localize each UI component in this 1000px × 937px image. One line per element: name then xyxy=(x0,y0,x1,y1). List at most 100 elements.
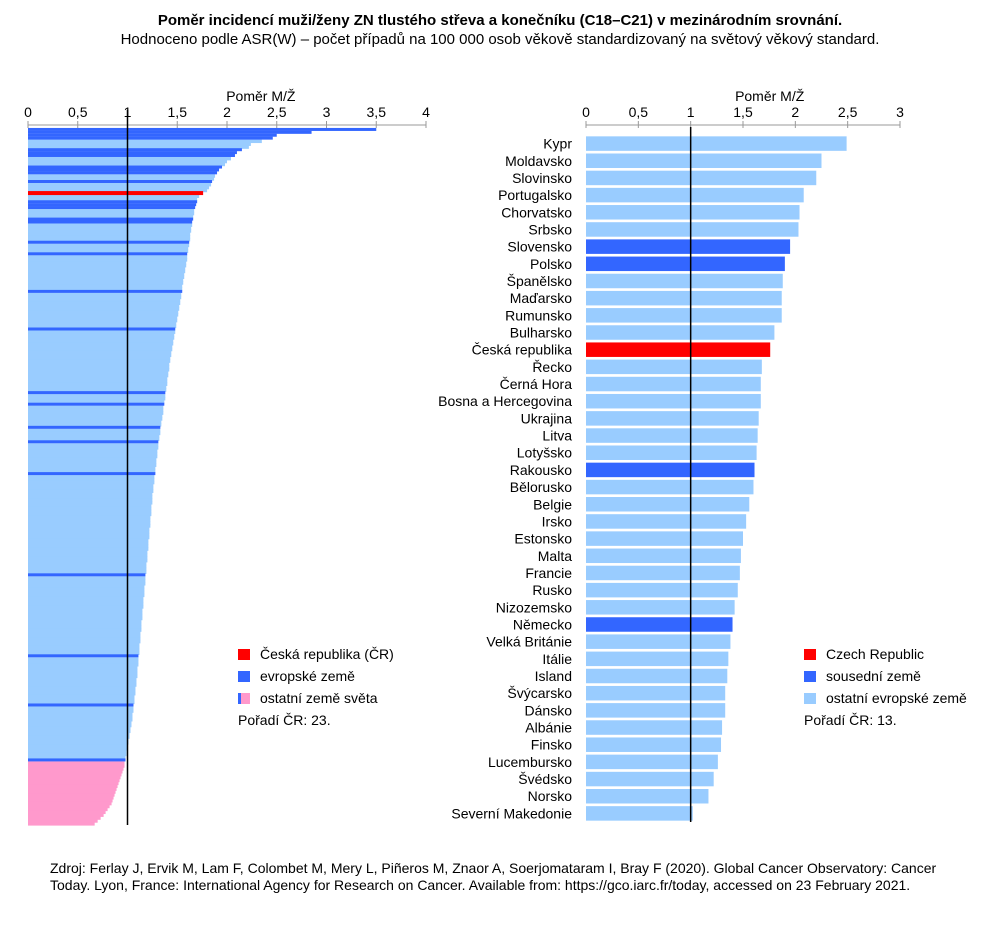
category-label: Chorvatsko xyxy=(501,204,572,220)
bar-europe-other_europe xyxy=(586,170,817,186)
bar-world-other xyxy=(28,177,215,181)
category-label: Lucembursko xyxy=(488,754,572,770)
bar-world-other xyxy=(28,524,151,528)
bar-world-other xyxy=(28,674,138,679)
bar-world-other xyxy=(28,281,184,285)
bar-world-other xyxy=(28,535,150,540)
bar-europe-other_europe xyxy=(586,754,718,770)
category-label: Černá Hora xyxy=(500,376,573,392)
bar-world-other xyxy=(28,515,151,520)
bar-world-european xyxy=(28,168,220,172)
bar-world-other xyxy=(28,642,140,647)
category-label: Slovinsko xyxy=(512,170,572,186)
bar-world-other xyxy=(28,258,188,262)
bar-europe-other_europe xyxy=(586,136,847,151)
category-label: Česká republika xyxy=(472,342,573,358)
legend-label-other_europe: ostatní evropské země xyxy=(826,690,967,706)
bar-world-world xyxy=(28,819,98,823)
bar-world-other xyxy=(28,313,179,317)
bar-world-other xyxy=(28,738,129,742)
bar-world-other xyxy=(28,405,164,410)
bar-world-other xyxy=(28,347,173,352)
legend-swatch-other_europe xyxy=(804,693,816,704)
x-axis-title: Poměr M/Ž xyxy=(735,88,805,104)
bar-world-european xyxy=(28,654,139,658)
bar-world-european xyxy=(28,440,159,444)
bar-world-other xyxy=(28,512,152,517)
bar-europe-other_europe xyxy=(586,479,754,495)
bar-world-european xyxy=(28,472,156,476)
bar-world-other xyxy=(28,443,159,447)
bar-world-other xyxy=(28,420,162,424)
legend-swatch-european xyxy=(804,671,816,682)
bar-world-world xyxy=(28,787,117,791)
category-label: Norsko xyxy=(528,788,573,804)
category-label: Velká Británie xyxy=(486,634,572,650)
bar-europe-other_europe xyxy=(586,222,799,237)
bar-world-other xyxy=(28,243,190,248)
bar-world-other xyxy=(28,411,164,415)
bar-world-other xyxy=(28,451,158,456)
bar-world-other xyxy=(28,749,127,754)
bar-world-world xyxy=(28,767,124,771)
bar-world-other xyxy=(28,449,158,453)
bar-world-world xyxy=(28,781,119,786)
bar-world-european xyxy=(28,127,377,131)
bar-world-other xyxy=(28,353,172,358)
bar-world-other xyxy=(28,663,139,667)
bar-world-other xyxy=(28,680,137,684)
bar-world-other xyxy=(28,570,147,574)
bar-world-other xyxy=(28,741,129,745)
bar-europe-european xyxy=(586,617,733,632)
bar-world-other xyxy=(28,321,177,326)
bar-europe-other_europe xyxy=(586,634,731,649)
bar-world-other xyxy=(28,709,134,713)
category-label: Severní Makedonie xyxy=(451,805,572,821)
legend-swatch-european xyxy=(238,671,250,682)
bar-world-other xyxy=(28,628,142,632)
bar-world-european xyxy=(28,200,198,204)
bar-europe-other_europe xyxy=(586,497,750,512)
bar-europe-other_europe xyxy=(586,290,782,306)
x-tick-label: 0 xyxy=(582,104,590,120)
bar-world-other xyxy=(28,287,183,291)
bar-world-other xyxy=(28,185,210,190)
bar-world-other xyxy=(28,723,132,728)
bar-world-other xyxy=(28,556,148,560)
rank-note: Pořadí ČR: 23. xyxy=(238,712,331,728)
bar-world-other xyxy=(28,194,200,199)
bar-world-other xyxy=(28,700,135,705)
bar-europe-other_europe xyxy=(586,325,775,340)
category-label: Dánsko xyxy=(525,702,573,718)
bar-world-czech xyxy=(28,191,204,196)
bar-world-other xyxy=(28,637,141,641)
bar-world-other xyxy=(28,269,186,274)
category-label: Kypr xyxy=(543,136,572,152)
bar-world-other xyxy=(28,263,187,268)
bar-world-other xyxy=(28,657,139,661)
bar-world-other xyxy=(28,605,144,609)
bar-world-other xyxy=(28,564,147,569)
x-tick-label: 1,5 xyxy=(168,104,188,120)
bar-world-other xyxy=(28,671,138,676)
bar-world-other xyxy=(28,408,164,413)
bar-world-world xyxy=(28,764,125,768)
bar-world-other xyxy=(28,717,133,722)
bar-europe-other_europe xyxy=(586,651,729,667)
bar-europe-other_europe xyxy=(586,600,735,615)
category-label: Moldavsko xyxy=(505,153,572,169)
bar-world-other xyxy=(28,396,166,401)
bar-world-other xyxy=(28,622,142,627)
category-label: Polsko xyxy=(530,256,572,272)
bar-world-european xyxy=(28,758,126,762)
x-tick-label: 2,5 xyxy=(267,104,287,120)
bar-world-european xyxy=(28,206,196,210)
bar-world-other xyxy=(28,726,131,731)
bar-world-european xyxy=(28,220,193,224)
bar-world-other xyxy=(28,454,158,459)
category-label: Irsko xyxy=(542,513,573,529)
category-label: Bosna a Hercegovina xyxy=(438,393,572,409)
bar-world-other xyxy=(28,359,171,363)
x-tick-label: 3 xyxy=(323,104,331,120)
bar-world-other xyxy=(28,434,160,439)
